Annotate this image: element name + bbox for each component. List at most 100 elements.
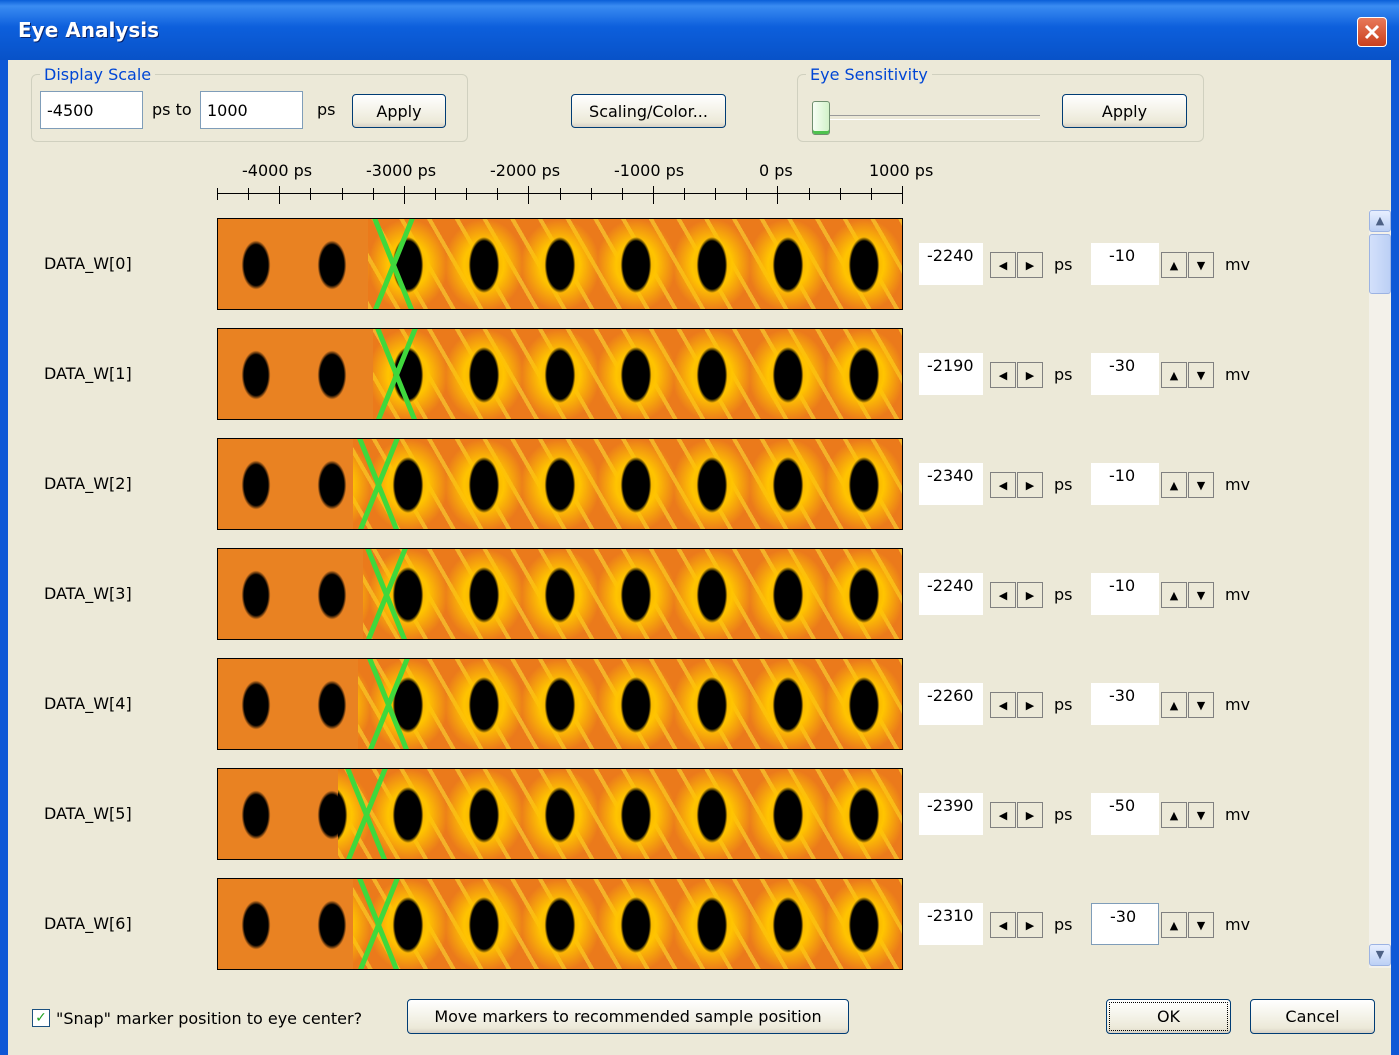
mv-increment-button[interactable]: ▲ [1161, 912, 1187, 938]
eye-diagram[interactable] [217, 438, 903, 530]
ruler-tick-label: -1000 ps [614, 161, 685, 180]
arrow-left-icon: ◀ [998, 808, 1008, 822]
ps-decrement-button[interactable]: ◀ [990, 692, 1016, 718]
cancel-button[interactable]: Cancel [1250, 999, 1375, 1034]
ps-unit: ps [1054, 585, 1073, 604]
eye-transition-marker [346, 769, 386, 859]
scroll-thumb[interactable] [1369, 234, 1391, 294]
mv-value[interactable]: -30 [1091, 903, 1159, 945]
ps-value[interactable]: -2240 [919, 243, 983, 285]
eye-sensitivity-group [797, 74, 1204, 142]
mv-decrement-button[interactable]: ▼ [1188, 582, 1214, 608]
arrow-left-icon: ◀ [998, 588, 1008, 602]
arrow-right-icon: ▶ [1025, 808, 1035, 822]
ps-value[interactable]: -2340 [919, 463, 983, 505]
eye-transition-marker [368, 659, 408, 749]
ps-value[interactable]: -2310 [919, 903, 983, 945]
eye-noise-region [218, 329, 373, 419]
ps-value[interactable]: -2240 [919, 573, 983, 615]
ps-increment-button[interactable]: ▶ [1017, 582, 1043, 608]
ps-increment-button[interactable]: ▶ [1017, 362, 1043, 388]
eye-diagram[interactable] [217, 328, 903, 420]
snap-checkbox[interactable]: ✓ [32, 1009, 50, 1027]
ruler-tick [715, 188, 716, 200]
close-button[interactable] [1357, 17, 1387, 47]
arrow-up-icon: ▲ [1169, 478, 1179, 492]
ps-unit: ps [1054, 475, 1073, 494]
mv-decrement-button[interactable]: ▼ [1188, 692, 1214, 718]
ps-value[interactable]: -2390 [919, 793, 983, 835]
ok-button[interactable]: OK [1106, 999, 1231, 1034]
mv-increment-button[interactable]: ▲ [1161, 802, 1187, 828]
ruler-tick-label: 0 ps [759, 161, 793, 180]
arrow-up-icon: ▲ [1169, 588, 1179, 602]
ps-increment-button[interactable]: ▶ [1017, 802, 1043, 828]
ps-decrement-button[interactable]: ◀ [990, 362, 1016, 388]
eye-noise-region [218, 769, 338, 859]
mv-value[interactable]: -50 [1091, 793, 1159, 835]
scroll-up-button[interactable]: ▲ [1369, 210, 1391, 232]
sensitivity-slider-thumb[interactable] [812, 101, 830, 135]
mv-increment-button[interactable]: ▲ [1161, 362, 1187, 388]
mv-decrement-button[interactable]: ▼ [1188, 472, 1214, 498]
scale-unit-label: ps [317, 100, 336, 119]
mv-value[interactable]: -10 [1091, 463, 1159, 505]
ruler-tick [279, 186, 280, 204]
mv-increment-button[interactable]: ▲ [1161, 692, 1187, 718]
eye-sensitivity-label: Eye Sensitivity [806, 65, 932, 84]
scale-from-input[interactable] [40, 91, 143, 129]
ps-decrement-button[interactable]: ◀ [990, 252, 1016, 278]
mv-decrement-button[interactable]: ▼ [1188, 802, 1214, 828]
window-frame-left [0, 60, 8, 1055]
mv-increment-button[interactable]: ▲ [1161, 472, 1187, 498]
arrow-down-icon: ▼ [1196, 478, 1206, 492]
eye-transition-marker [373, 219, 413, 309]
scale-apply-button[interactable]: Apply [352, 94, 446, 128]
sensitivity-slider-track[interactable] [818, 115, 1040, 120]
ruler-tick [840, 188, 841, 200]
ps-increment-button[interactable]: ▶ [1017, 912, 1043, 938]
scaling-color-button[interactable]: Scaling/Color... [571, 94, 726, 128]
ps-increment-button[interactable]: ▶ [1017, 692, 1043, 718]
mv-value[interactable]: -10 [1091, 573, 1159, 615]
mv-increment-button[interactable]: ▲ [1161, 582, 1187, 608]
sensitivity-apply-button[interactable]: Apply [1062, 94, 1187, 128]
ps-decrement-button[interactable]: ◀ [990, 582, 1016, 608]
ps-value[interactable]: -2190 [919, 353, 983, 395]
ruler-tick [653, 186, 654, 204]
ruler-tick [809, 188, 810, 200]
mv-increment-button[interactable]: ▲ [1161, 252, 1187, 278]
ruler-tick [435, 188, 436, 200]
ruler-tick [871, 188, 872, 200]
ps-decrement-button[interactable]: ◀ [990, 802, 1016, 828]
vertical-scrollbar[interactable] [1369, 210, 1391, 968]
ps-increment-button[interactable]: ▶ [1017, 472, 1043, 498]
move-markers-button[interactable]: Move markers to recommended sample posit… [407, 999, 849, 1034]
ps-decrement-button[interactable]: ◀ [990, 912, 1016, 938]
eye-noise-region [218, 659, 358, 749]
arrow-down-icon: ▼ [1196, 588, 1206, 602]
eye-noise-region [218, 219, 368, 309]
mv-value[interactable]: -30 [1091, 353, 1159, 395]
scale-to-input[interactable] [200, 91, 303, 129]
mv-decrement-button[interactable]: ▼ [1188, 362, 1214, 388]
mv-decrement-button[interactable]: ▼ [1188, 252, 1214, 278]
ps-decrement-button[interactable]: ◀ [990, 472, 1016, 498]
eye-diagram[interactable] [217, 658, 903, 750]
mv-value[interactable]: -10 [1091, 243, 1159, 285]
mv-decrement-button[interactable]: ▼ [1188, 912, 1214, 938]
eye-transition-marker [366, 549, 406, 639]
eye-transition-marker [376, 329, 416, 419]
eye-diagram[interactable] [217, 218, 903, 310]
ruler-tick [560, 188, 561, 200]
display-scale-label: Display Scale [40, 65, 156, 84]
close-icon [1364, 24, 1380, 40]
ps-value[interactable]: -2260 [919, 683, 983, 725]
ruler-tick [902, 186, 903, 204]
eye-diagram[interactable] [217, 768, 903, 860]
scroll-down-button[interactable]: ▼ [1369, 944, 1391, 966]
ps-increment-button[interactable]: ▶ [1017, 252, 1043, 278]
mv-value[interactable]: -30 [1091, 683, 1159, 725]
eye-diagram[interactable] [217, 878, 903, 970]
eye-diagram[interactable] [217, 548, 903, 640]
